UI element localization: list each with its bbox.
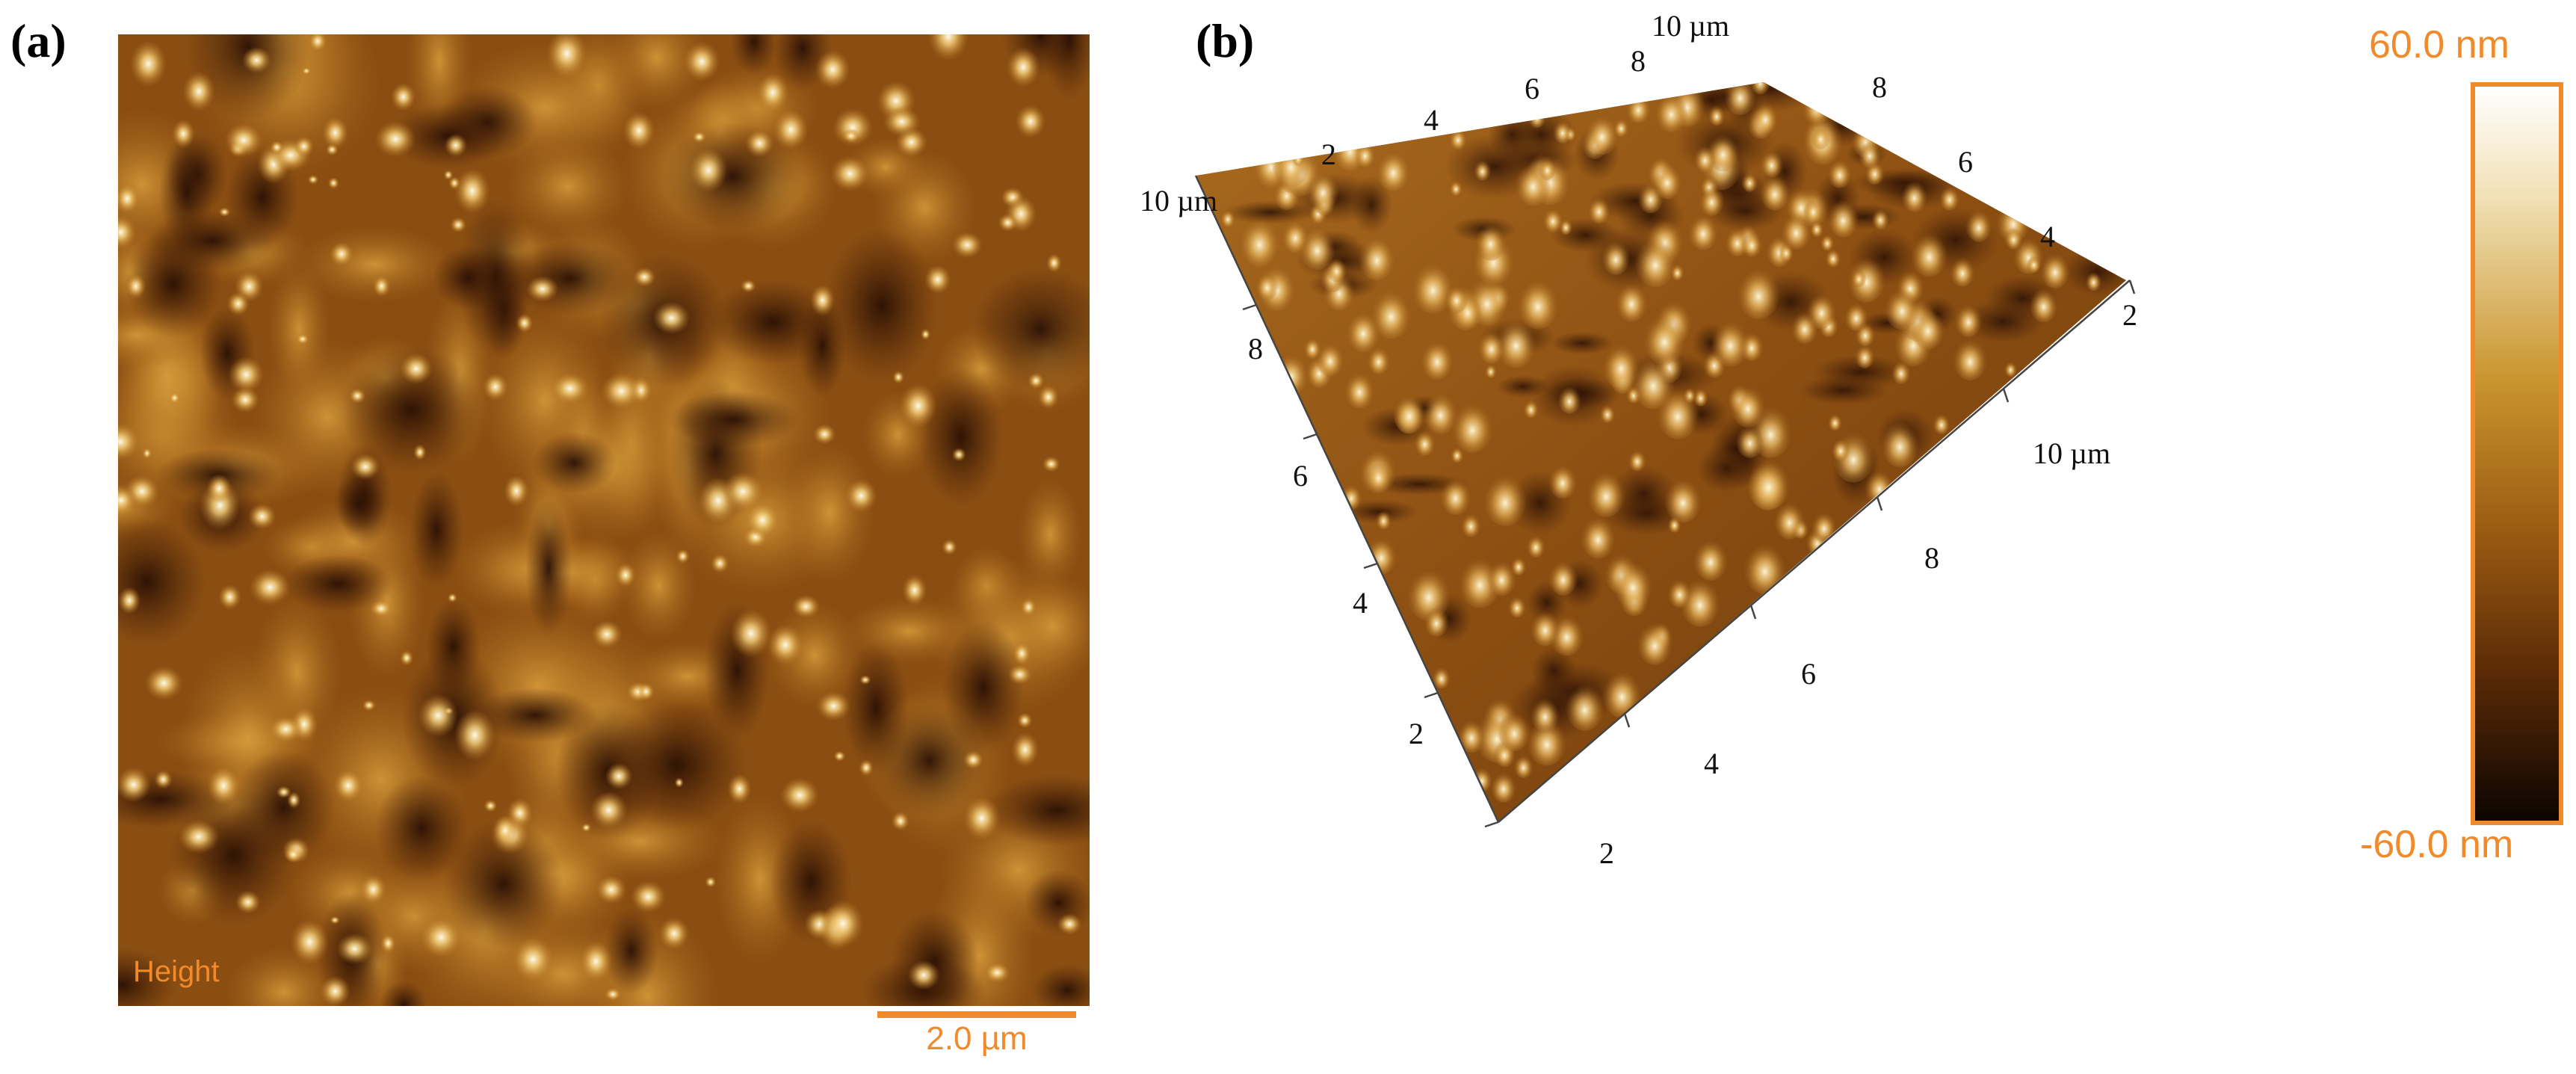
tick-left-10: 10 µm xyxy=(1140,184,1217,217)
tick-front-4: 4 xyxy=(1704,747,1719,780)
tick-back-right-8: 8 xyxy=(1872,70,1887,104)
tick-back-right-2: 2 xyxy=(2122,298,2137,332)
afm-height-map-2d xyxy=(118,34,1090,1006)
tick-back-left-8: 8 xyxy=(1631,44,1646,78)
axis-back-left-ticks: 2 4 6 8 10 µm xyxy=(1321,9,1729,171)
axis-back-right-ticks: 8 6 4 2 xyxy=(1872,70,2137,332)
colorbar-min-label: -60.0 nm xyxy=(2360,823,2514,866)
tick-back-left-2: 2 xyxy=(1321,138,1336,171)
height-channel-label: Height xyxy=(133,955,220,988)
afm-height-map-3d: 10 µm 8 6 4 2 2 4 6 8 10 µm 2 4 6 8 10 µ… xyxy=(1140,9,2466,1054)
tick-back-right-4: 4 xyxy=(2040,220,2055,253)
tick-left-4: 4 xyxy=(1353,586,1368,620)
panel-a-label: (a) xyxy=(10,14,67,67)
axis-lines xyxy=(1194,175,2131,823)
colorbar xyxy=(2471,82,2563,825)
axis-front-ticks: 2 4 6 8 10 µm xyxy=(1599,436,2110,870)
colorbar-max-label: 60.0 nm xyxy=(2369,23,2509,67)
panel-b-label: (b) xyxy=(1196,14,1255,67)
tick-back-left-4: 4 xyxy=(1424,103,1439,137)
tick-back-left-10: 10 µm xyxy=(1652,9,1729,43)
tick-left-8: 8 xyxy=(1248,332,1263,365)
axis-tick-marks xyxy=(1242,280,2136,828)
tick-front-8: 8 xyxy=(1924,541,1939,575)
height-map-image xyxy=(118,34,1090,1006)
axis-left-ticks: 10 µm 8 6 4 2 xyxy=(1140,184,1424,750)
surface-plane xyxy=(1196,82,2126,822)
tick-back-right-6: 6 xyxy=(1958,145,1973,179)
scale-bar-label: 2.0 µm xyxy=(926,1020,1028,1057)
surface-3d-render: 10 µm 8 6 4 2 2 4 6 8 10 µm 2 4 6 8 10 µ… xyxy=(1140,9,2137,870)
tick-left-2: 2 xyxy=(1409,717,1424,750)
tick-front-2: 2 xyxy=(1599,836,1614,870)
tick-front-6: 6 xyxy=(1801,657,1816,691)
tick-left-6: 6 xyxy=(1293,459,1308,493)
tick-back-left-6: 6 xyxy=(1525,72,1539,105)
tick-front-10: 10 µm xyxy=(2033,436,2110,470)
scale-bar xyxy=(877,1011,1076,1018)
